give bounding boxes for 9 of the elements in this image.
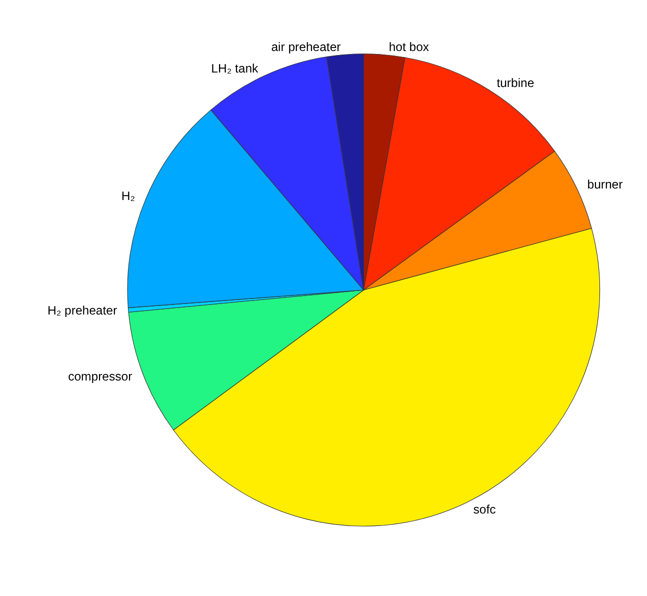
slice-label: LH₂ tank	[211, 61, 260, 76]
slice-label: compressor	[68, 370, 132, 384]
slice-label: H₂	[121, 188, 136, 203]
slice-label: turbine	[496, 76, 534, 90]
slice-label: hot box	[388, 40, 430, 54]
slice-label: air preheater	[271, 40, 341, 54]
slice-label: H₂ preheater	[48, 303, 118, 318]
slice-label: burner	[587, 178, 623, 192]
slice-label: sofc	[473, 502, 496, 516]
